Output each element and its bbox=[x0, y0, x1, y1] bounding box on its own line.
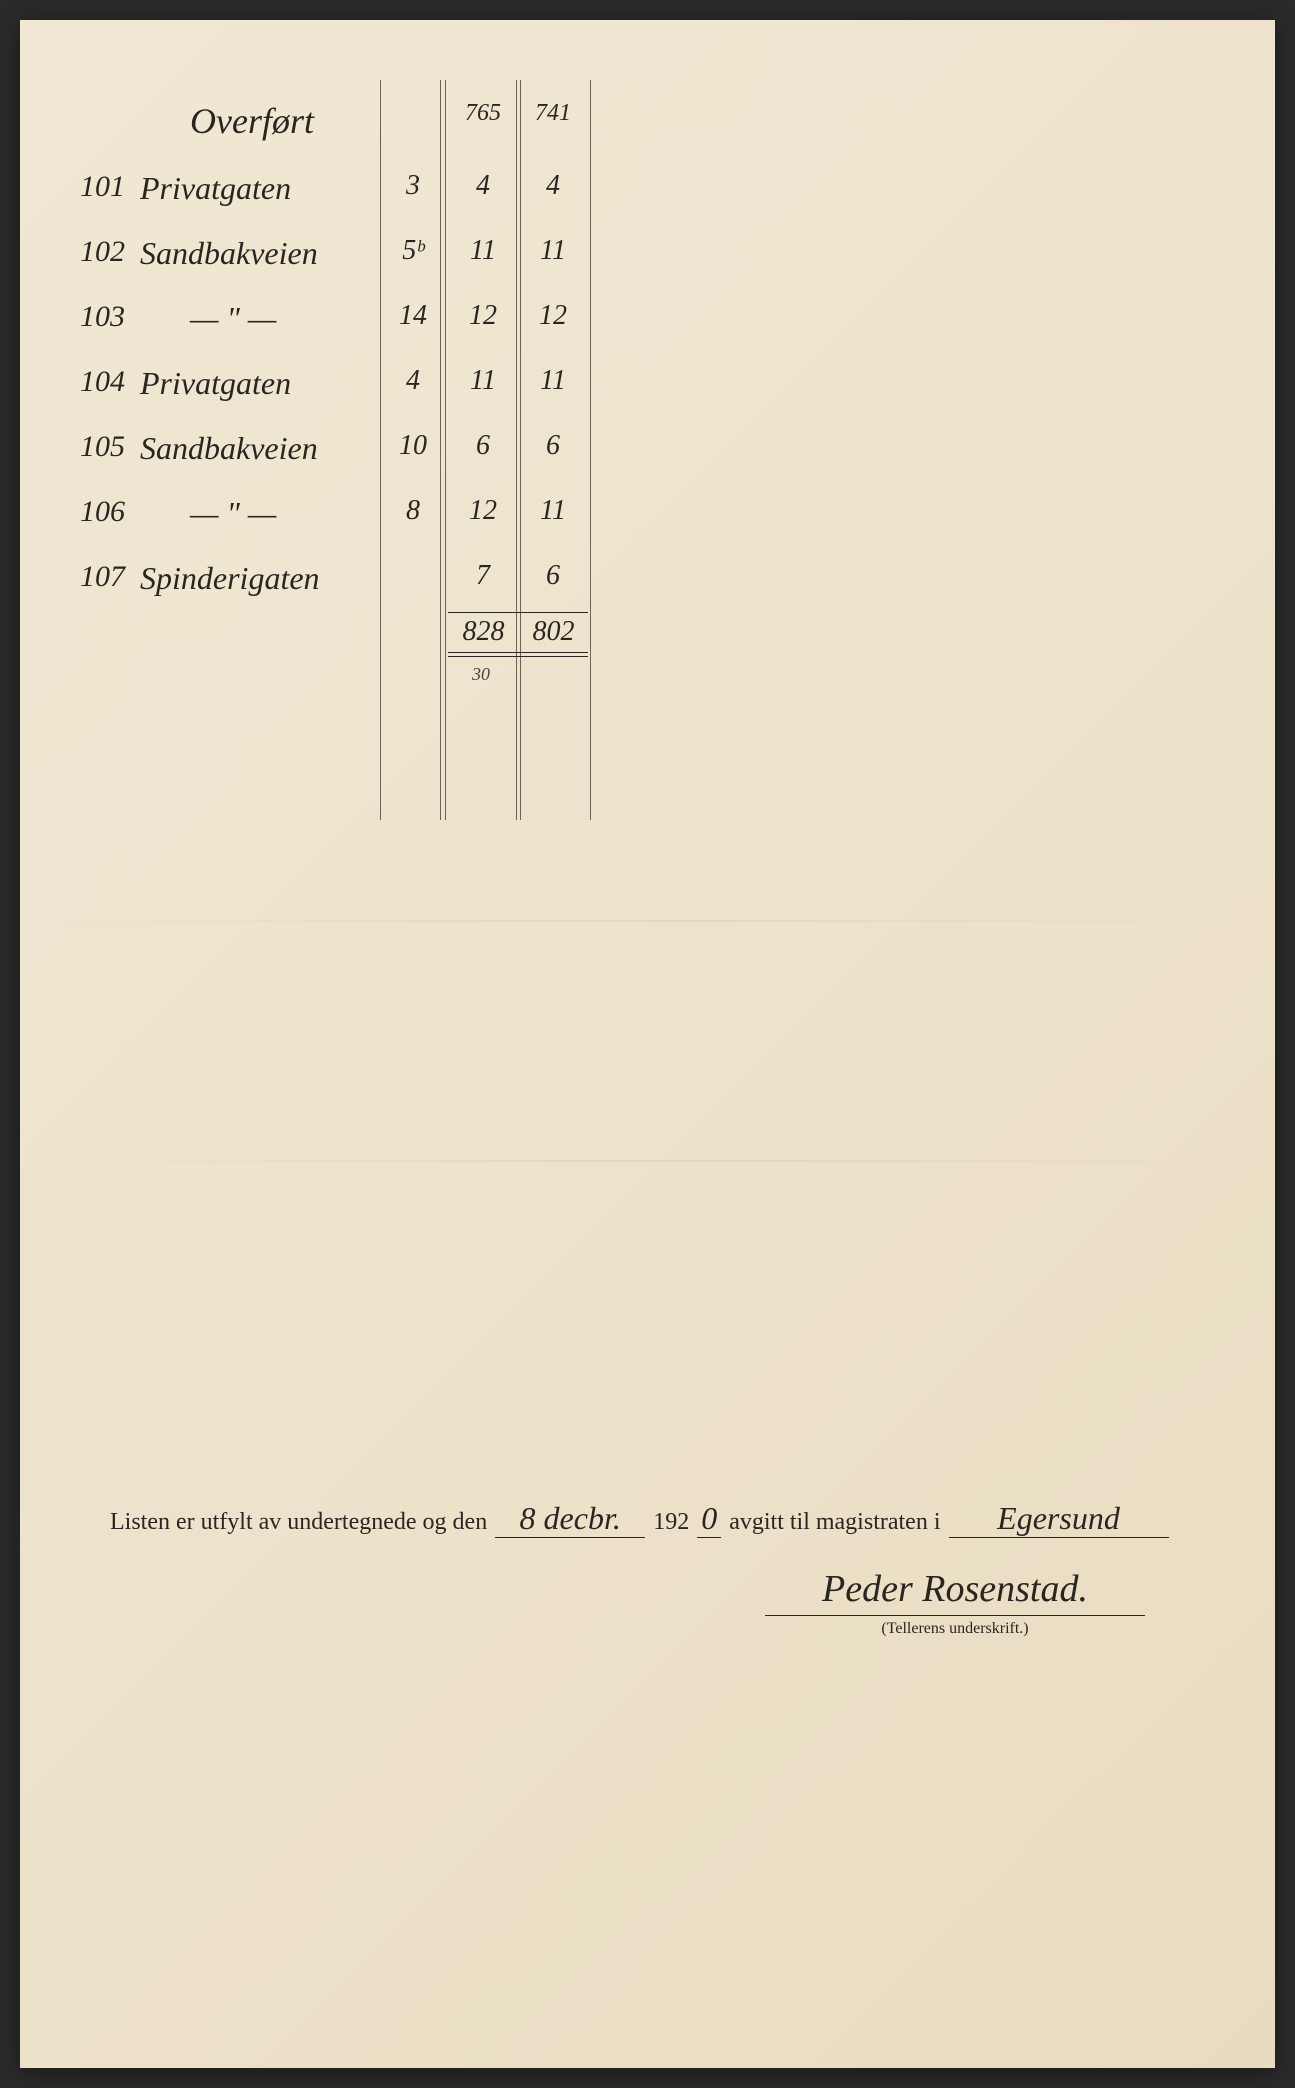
row-number: 103 bbox=[80, 300, 130, 334]
table-row: 105 Sandbakveien 10 6 6 bbox=[80, 430, 630, 490]
paper-fold bbox=[20, 1160, 1275, 1162]
row-street: Sandbakveien bbox=[140, 235, 370, 272]
row-col-c: 3 bbox=[388, 170, 438, 202]
document-page: Overført 765 741 101 Privatgaten 3 4 4 1… bbox=[20, 20, 1275, 2068]
row-col-c: 5ᵇ bbox=[388, 235, 438, 267]
row-number: 106 bbox=[80, 495, 130, 529]
table-header: Overført 765 741 bbox=[80, 100, 630, 160]
row-number: 104 bbox=[80, 365, 130, 399]
row-col-d: 4 bbox=[458, 170, 508, 202]
row-col-c: 14 bbox=[388, 300, 438, 332]
total-e: 802 bbox=[526, 616, 581, 648]
signature-block: Peder Rosenstad. (Tellerens underskrift.… bbox=[765, 1567, 1145, 1638]
total-rule-bottom bbox=[448, 652, 588, 653]
row-col-e: 11 bbox=[528, 235, 578, 267]
total-row: 828 802 bbox=[80, 616, 630, 666]
below-total-num: 30 bbox=[472, 664, 490, 685]
row-col-d: 11 bbox=[458, 235, 508, 267]
header-col-d: 765 bbox=[458, 100, 508, 127]
row-col-d: 11 bbox=[458, 365, 508, 397]
table-row: 102 Sandbakveien 5ᵇ 11 11 bbox=[80, 235, 630, 295]
row-col-d: 12 bbox=[458, 495, 508, 527]
header-col-e: 741 bbox=[528, 100, 578, 127]
total-rule-top bbox=[448, 612, 588, 613]
row-col-c: 8 bbox=[388, 495, 438, 527]
row-street: Privatgaten bbox=[140, 365, 370, 402]
total-rule-bottom bbox=[448, 656, 588, 657]
footer-date: 8 decbr. bbox=[495, 1500, 645, 1538]
row-col-c: 4 bbox=[388, 365, 438, 397]
row-number: 101 bbox=[80, 170, 130, 204]
row-col-d: 12 bbox=[458, 300, 508, 332]
row-col-e: 11 bbox=[528, 365, 578, 397]
row-number: 102 bbox=[80, 235, 130, 269]
row-street: Spinderigaten bbox=[140, 560, 370, 597]
total-d: 828 bbox=[456, 616, 511, 648]
table-row: 104 Privatgaten 4 11 11 bbox=[80, 365, 630, 425]
row-col-d: 6 bbox=[458, 430, 508, 462]
row-street: Sandbakveien bbox=[140, 430, 370, 467]
table-row: 103 — " — 14 12 12 bbox=[80, 300, 630, 360]
row-col-d: 7 bbox=[458, 560, 508, 592]
row-number: 105 bbox=[80, 430, 130, 464]
row-number: 107 bbox=[80, 560, 130, 594]
table-row: 101 Privatgaten 3 4 4 bbox=[80, 170, 630, 230]
row-street: — " — bbox=[190, 300, 420, 337]
row-col-e: 6 bbox=[528, 560, 578, 592]
table-row: 106 — " — 8 12 11 bbox=[80, 495, 630, 555]
footer-text-1: Listen er utfylt av undertegnede og den bbox=[110, 1509, 487, 1536]
row-col-e: 6 bbox=[528, 430, 578, 462]
row-col-c: 10 bbox=[388, 430, 438, 462]
signature-caption: (Tellerens underskrift.) bbox=[765, 1620, 1145, 1638]
table-row: 107 Spinderigaten 7 6 bbox=[80, 560, 630, 620]
row-street: — " — bbox=[190, 495, 420, 532]
row-col-e: 11 bbox=[528, 495, 578, 527]
footer-place: Egersund bbox=[949, 1500, 1169, 1538]
ledger-table: Overført 765 741 101 Privatgaten 3 4 4 1… bbox=[80, 80, 630, 820]
row-street: Privatgaten bbox=[140, 170, 370, 207]
footer-text-3: avgitt til magistraten i bbox=[729, 1509, 940, 1536]
signature-name: Peder Rosenstad. bbox=[765, 1567, 1145, 1616]
row-col-e: 12 bbox=[528, 300, 578, 332]
footer-text-2: 192 bbox=[653, 1509, 689, 1536]
footer-year: 0 bbox=[697, 1500, 721, 1538]
paper-fold bbox=[20, 920, 1275, 922]
header-carried-forward: Overført bbox=[190, 100, 314, 142]
row-col-e: 4 bbox=[528, 170, 578, 202]
footer-attestation: Listen er utfylt av undertegnede og den … bbox=[110, 1500, 1185, 1538]
